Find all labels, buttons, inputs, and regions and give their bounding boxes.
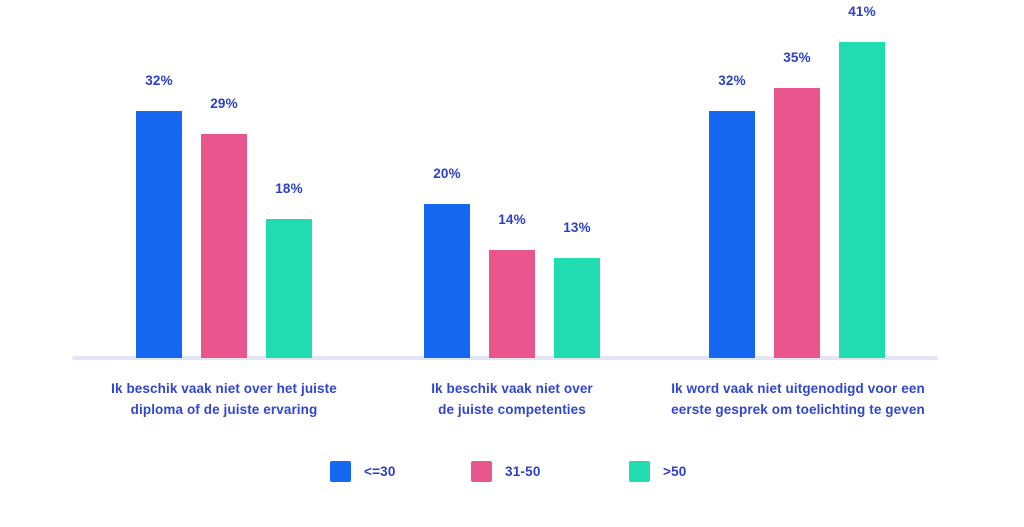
bar-slot-g3-s2: 35% xyxy=(774,0,820,358)
x-axis-baseline xyxy=(72,356,938,360)
bar-g2-s1[interactable] xyxy=(424,204,470,358)
legend-swatch-icon-0 xyxy=(330,460,351,482)
legend-item-0[interactable]: <=30 xyxy=(330,458,396,484)
category-label-2-line-2: de juiste competenties xyxy=(438,402,586,417)
category-label-1-line-1: Ik beschik vaak niet over het juiste xyxy=(111,381,337,396)
bar-g1-s2[interactable] xyxy=(201,134,247,358)
legend-item-1[interactable]: 31-50 xyxy=(471,458,541,484)
bar-group-1: 32% 29% 18% xyxy=(136,0,312,358)
bar-g2-s3[interactable] xyxy=(554,258,600,358)
legend-label-0: <=30 xyxy=(364,463,396,479)
bar-value-g1-s2: 29% xyxy=(210,96,238,111)
legend-swatch-icon-2 xyxy=(629,460,650,482)
bar-value-g3-s2: 35% xyxy=(783,50,811,65)
bar-group-2: 20% 14% 13% xyxy=(424,0,600,358)
legend-label-1: 31-50 xyxy=(505,463,541,479)
bar-value-g1-s1: 32% xyxy=(145,73,173,88)
category-label-1: Ik beschik vaak niet over het juiste dip… xyxy=(80,378,368,420)
bar-groups: 32% 29% 18% 20% 14% xyxy=(136,0,885,358)
legend-item-2[interactable]: >50 xyxy=(629,458,687,484)
bar-g1-s3[interactable] xyxy=(266,219,312,358)
bar-slot-g3-s3: 41% xyxy=(839,0,885,358)
plot-area: 32% 29% 18% 20% 14% xyxy=(72,0,938,360)
bar-slot-g1-s1: 32% xyxy=(136,0,182,358)
bar-value-g3-s3: 41% xyxy=(848,4,876,19)
category-label-3: Ik word vaak niet uitgenodigd voor een e… xyxy=(636,378,960,420)
bar-slot-g2-s3: 13% xyxy=(554,0,600,358)
bar-g3-s2[interactable] xyxy=(774,88,820,358)
category-label-2-line-1: Ik beschik vaak niet over xyxy=(431,381,593,396)
bar-g2-s2[interactable] xyxy=(489,250,535,358)
bar-slot-g3-s1: 32% xyxy=(709,0,755,358)
category-labels: Ik beschik vaak niet over het juiste dip… xyxy=(0,378,1024,438)
legend-label-2: >50 xyxy=(663,463,687,479)
bar-g1-s1[interactable] xyxy=(136,111,182,358)
chart-legend: <=30 31-50 >50 xyxy=(0,458,1024,490)
bar-g3-s1[interactable] xyxy=(709,111,755,358)
bar-value-g2-s2: 14% xyxy=(498,212,526,227)
category-label-3-line-1: Ik word vaak niet uitgenodigd voor een xyxy=(671,381,925,396)
bar-value-g1-s3: 18% xyxy=(275,181,303,196)
category-label-1-line-2: diploma of de juiste ervaring xyxy=(130,402,318,417)
category-label-3-line-2: eerste gesprek om toelichting te geven xyxy=(671,402,925,417)
bar-group-3: 32% 35% 41% xyxy=(709,0,885,358)
bar-slot-g2-s1: 20% xyxy=(424,0,470,358)
category-label-2: Ik beschik vaak niet over de juiste comp… xyxy=(392,378,632,420)
bar-value-g2-s1: 20% xyxy=(433,166,461,181)
bar-value-g3-s1: 32% xyxy=(718,73,746,88)
bar-g3-s3[interactable] xyxy=(839,42,885,358)
bar-slot-g1-s3: 18% xyxy=(266,0,312,358)
bar-value-g2-s3: 13% xyxy=(563,220,591,235)
legend-swatch-icon-1 xyxy=(471,460,492,482)
bar-slot-g1-s2: 29% xyxy=(201,0,247,358)
bar-slot-g2-s2: 14% xyxy=(489,0,535,358)
